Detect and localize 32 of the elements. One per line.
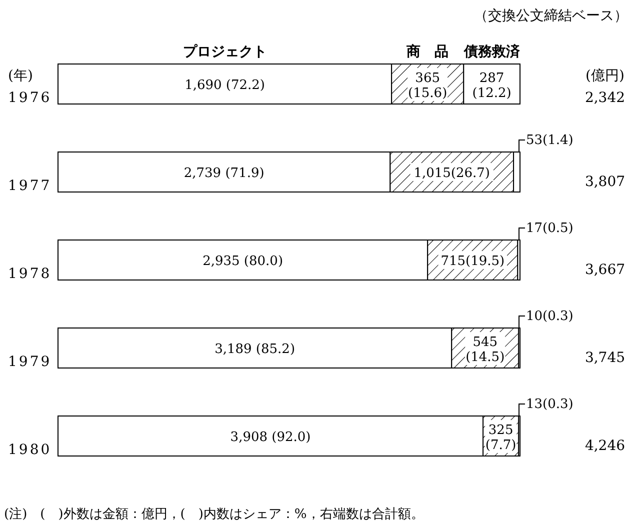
data-label: 325 (7.7) [485,423,516,453]
text: 3,745 [584,350,626,366]
data-label: 2,739 (71.9) [184,166,264,181]
text: （交換公文締結ベース） [474,8,628,24]
data-label: 10(0.3) [526,309,574,324]
text: (注) ( )外数は金額：億円，( )内数はシェア：%，右端数は合計額。 [4,507,424,522]
series-label: 債務救済 [462,43,521,60]
y-tick-label: 1979 [8,354,52,370]
data-label: 17(0.5) [526,221,574,236]
text: 3,667 [584,262,626,278]
data-label: 2,935 (80.0) [202,254,284,269]
text: (億円) [586,68,624,84]
data-label: 3,908 (92.0) [230,430,311,445]
text: 3,807 [584,174,626,190]
text: 4,246 [584,438,626,454]
data-label: 13(0.3) [526,397,574,412]
y-tick-label: 1976 [8,90,52,106]
text: 2,342 [584,90,626,106]
y-tick-label: 1980 [8,442,52,458]
data-label: 1,690 (72.2) [184,78,265,93]
data-label: 3,189 (85.2) [214,342,296,357]
y-tick-label: 1978 [8,266,52,282]
data-label: 287 (12.2) [472,71,512,101]
data-label: 1,015(26.7) [414,166,490,181]
data-label: 545 (14.5) [466,335,505,365]
data-label: 715(19.5) [440,254,505,269]
series-label: 商 品 [406,43,449,60]
text: (年) [8,68,33,84]
y-tick-label: 1977 [8,178,52,194]
data-label: 53(1.4) [526,133,574,148]
series-label: プロジェクト [182,43,267,60]
data-label: 365 (15.6) [408,71,448,101]
